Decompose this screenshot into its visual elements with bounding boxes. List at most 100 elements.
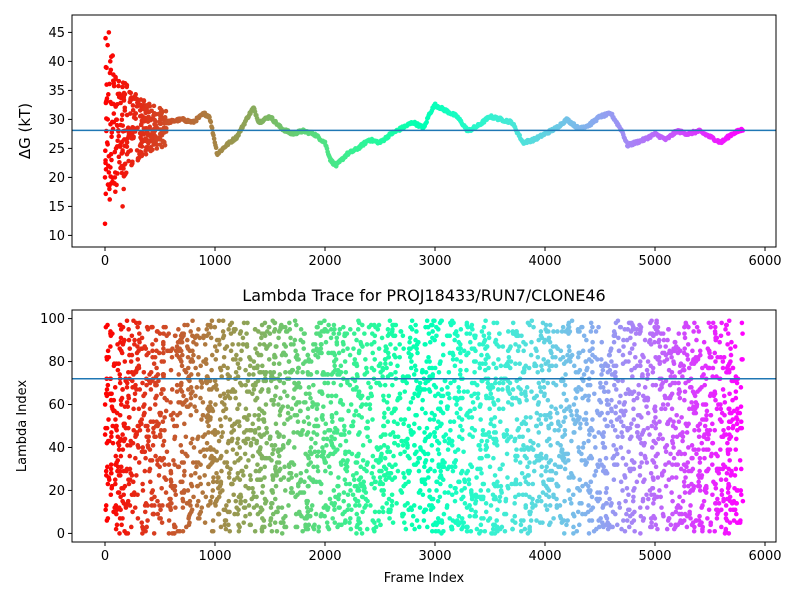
lambda-point <box>146 428 151 433</box>
lambda-point <box>644 404 649 409</box>
lambda-point <box>362 331 367 336</box>
lambda-point <box>114 527 119 532</box>
lambda-point <box>486 366 491 371</box>
lambda-point <box>319 351 324 356</box>
lambda-point <box>185 501 190 506</box>
lambda-point <box>643 454 648 459</box>
lambda-point <box>668 417 673 422</box>
lambda-point <box>414 329 419 334</box>
lambda-point <box>658 495 663 500</box>
lambda-point <box>724 477 729 482</box>
lambda-point <box>145 443 150 448</box>
lambda-point <box>225 460 230 465</box>
lambda-point <box>560 434 565 439</box>
lambda-point <box>536 443 541 448</box>
lambda-point <box>675 523 680 528</box>
lambda-point <box>238 477 243 482</box>
lambda-point <box>362 488 367 493</box>
lambda-point <box>612 462 617 467</box>
lambda-point <box>630 346 635 351</box>
lambda-point <box>421 492 426 497</box>
lambda-point <box>173 333 178 338</box>
lambda-point <box>613 404 618 409</box>
lambda-point <box>425 525 430 530</box>
lambda-point <box>582 417 587 422</box>
lambda-point <box>412 422 417 427</box>
lambda-point <box>235 441 240 446</box>
lambda-point <box>211 488 216 493</box>
lambda-point <box>153 396 158 401</box>
lambda-point <box>117 372 122 377</box>
lambda-point <box>638 473 643 478</box>
lambda-point <box>417 426 422 431</box>
lambda-point <box>506 389 511 394</box>
lambda-point <box>272 329 277 334</box>
lambda-point <box>208 400 213 405</box>
lambda-point <box>374 381 379 386</box>
delta-g-point <box>118 95 123 100</box>
lambda-point <box>154 349 159 354</box>
lambda-point <box>288 370 293 375</box>
lambda-point <box>326 454 331 459</box>
lambda-point <box>592 434 597 439</box>
lambda-point <box>500 387 505 392</box>
lambda-point <box>653 404 658 409</box>
lambda-point <box>434 480 439 485</box>
lambda-point <box>526 428 531 433</box>
lambda-point <box>210 353 215 358</box>
lambda-point <box>651 366 656 371</box>
lambda-point <box>708 523 713 528</box>
lambda-point <box>150 458 155 463</box>
delta-g-ylabel: ΔG (kT) <box>16 103 34 159</box>
lambda-point <box>294 473 299 478</box>
lambda-point <box>343 452 348 457</box>
lambda-point <box>448 321 453 326</box>
lambda-point <box>639 514 644 519</box>
lambda-point <box>620 434 625 439</box>
lambda-point <box>161 346 166 351</box>
lambda-point <box>465 321 470 326</box>
delta-g-y-tick-label: 40 <box>48 55 65 70</box>
lambda-point <box>252 413 257 418</box>
lambda-point <box>349 527 354 532</box>
lambda-point <box>253 430 258 435</box>
lambda-point <box>617 415 622 420</box>
lambda-point <box>286 404 291 409</box>
lambda-point <box>516 349 521 354</box>
lambda-point <box>382 398 387 403</box>
lambda-point <box>260 527 265 532</box>
lambda-point <box>526 482 531 487</box>
lambda-point <box>396 434 401 439</box>
lambda-point <box>120 387 125 392</box>
delta-g-point <box>162 125 167 130</box>
lambda-point <box>371 527 376 532</box>
lambda-point <box>348 383 353 388</box>
lambda-point <box>501 407 506 412</box>
delta-g-point <box>103 192 108 197</box>
lambda-point <box>132 398 137 403</box>
lambda-point <box>336 475 341 480</box>
delta-g-point <box>117 160 122 165</box>
lambda-point <box>173 484 178 489</box>
lambda-point <box>694 400 699 405</box>
lambda-point <box>299 432 304 437</box>
delta-g-point <box>115 144 120 149</box>
lambda-point <box>727 318 732 323</box>
lambda-point <box>526 473 531 478</box>
delta-g-point <box>152 111 157 116</box>
lambda-point <box>373 333 378 338</box>
lambda-point <box>225 366 230 371</box>
lambda-point <box>397 355 402 360</box>
lambda-point <box>372 486 377 491</box>
lambda-point <box>239 383 244 388</box>
lambda-point <box>540 368 545 373</box>
lambda-point <box>690 456 695 461</box>
lambda-point <box>261 484 266 489</box>
lambda-point <box>264 441 269 446</box>
lambda-point <box>519 447 524 452</box>
lambda-point <box>685 430 690 435</box>
lambda-point <box>626 492 631 497</box>
delta-g-x-tick-label: 2000 <box>308 254 341 269</box>
lambda-point <box>605 516 610 521</box>
